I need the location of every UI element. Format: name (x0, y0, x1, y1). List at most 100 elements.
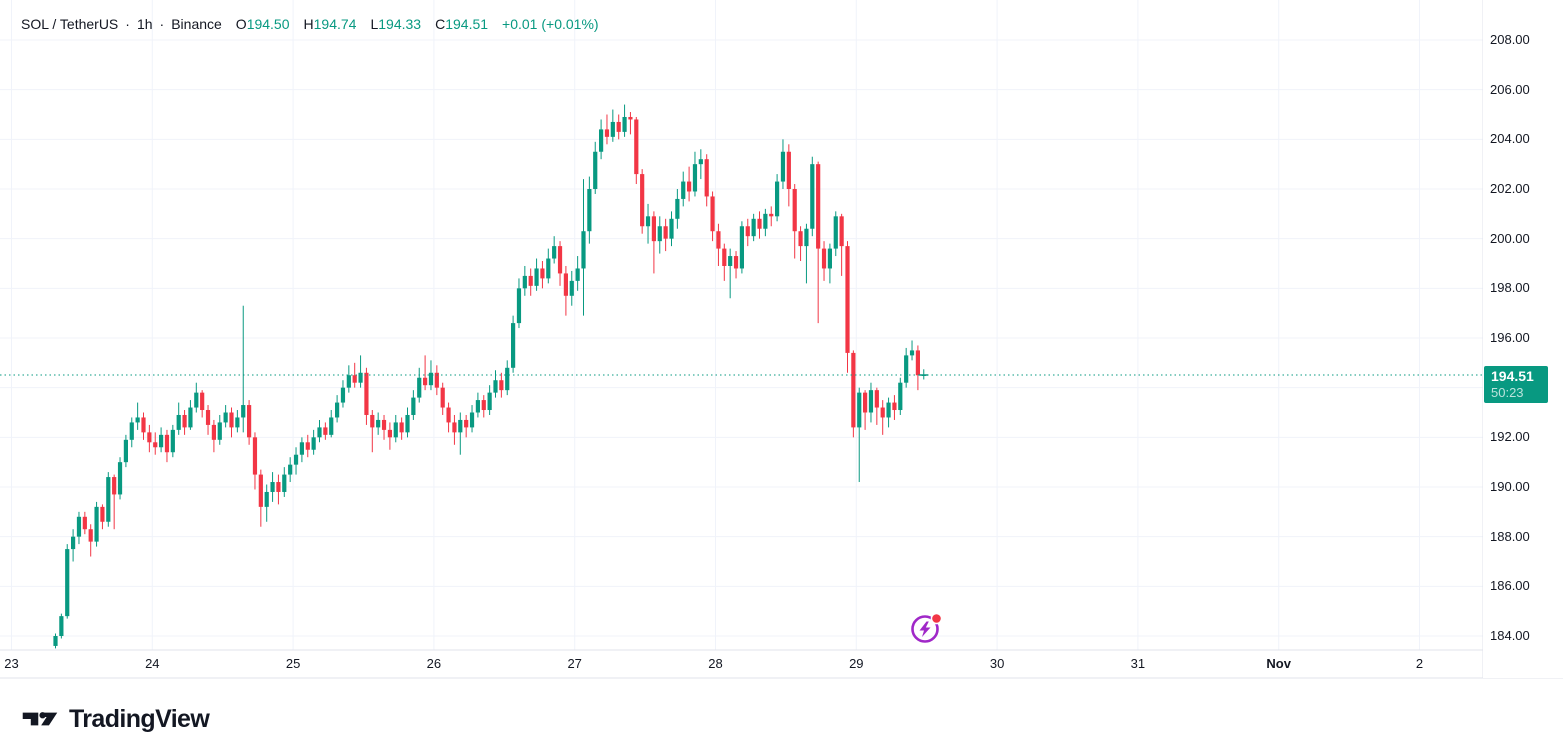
candle (440, 382, 445, 415)
candle (94, 501, 99, 547)
price-tick-label: 208.00 (1490, 32, 1530, 47)
ohlc-low: L194.33 (370, 16, 421, 32)
symbol-name[interactable]: SOL / TetherUS (21, 16, 119, 32)
interval-label[interactable]: 1h (136, 16, 153, 32)
candle (827, 243, 832, 284)
time-tick-label: 27 (567, 656, 582, 671)
time-tick-label: 23 (4, 656, 19, 671)
pane-borders (0, 0, 1563, 679)
high-value: 194.74 (313, 16, 357, 32)
candle (446, 402, 451, 433)
candle (170, 424, 175, 458)
candle (581, 179, 586, 316)
candle (405, 407, 410, 438)
candle (616, 114, 621, 140)
price-tick-label: 206.00 (1490, 81, 1530, 97)
price-tick-label: 184.00 (1490, 627, 1530, 643)
candle (898, 377, 903, 415)
candle (223, 405, 228, 428)
candle (112, 474, 117, 530)
candle (71, 529, 76, 562)
candle (393, 414, 398, 443)
exchange-label[interactable]: Binance (171, 16, 222, 32)
candle (469, 405, 475, 433)
candle (739, 221, 744, 274)
candle (499, 372, 504, 398)
candle (669, 211, 674, 247)
candle (205, 405, 211, 435)
candle (915, 345, 920, 391)
candle (622, 104, 627, 137)
candle (317, 419, 322, 443)
candle (857, 387, 862, 483)
candle (628, 112, 633, 135)
candle (640, 169, 645, 234)
candle (182, 410, 187, 435)
candle (511, 315, 516, 373)
candle (487, 385, 492, 415)
candle (423, 355, 428, 391)
candle (687, 166, 692, 202)
candle (874, 387, 879, 425)
candle (745, 218, 750, 247)
price-tick-label: 198.00 (1490, 280, 1530, 296)
candle (188, 400, 193, 430)
time-axis[interactable]: 23 24 25 26 27 28 29 30 31 Nov 2 (0, 650, 1483, 678)
candle (323, 422, 328, 440)
time-tick-label: Nov (1266, 656, 1291, 671)
candle (540, 261, 545, 289)
close-value: 194.51 (445, 16, 489, 32)
high-letter: H (303, 16, 314, 32)
candle (211, 419, 216, 453)
candle (376, 412, 381, 435)
price-tick-label: 196.00 (1490, 329, 1530, 345)
candle (845, 241, 850, 373)
price-tick-label: 204.00 (1490, 131, 1530, 147)
candle (82, 511, 87, 535)
price-tick-label: 190.00 (1490, 478, 1530, 494)
current-price-badge: 194.51 50:23 (1484, 366, 1548, 403)
price-axis[interactable]: 194.51 50:23 208.00 206.00 204.00 202.00 200… (1483, 0, 1563, 678)
candle (522, 265, 527, 296)
candle (692, 151, 698, 197)
candle (681, 171, 686, 207)
flash-event-icon[interactable] (911, 612, 943, 643)
candle (458, 412, 463, 455)
candle (634, 116, 639, 185)
candle (352, 362, 357, 388)
candle (229, 407, 234, 438)
candle (851, 350, 856, 438)
candle (288, 457, 293, 483)
tradingview-logo[interactable]: TradingView (21, 701, 210, 737)
candle (810, 156, 815, 237)
candle (710, 191, 715, 242)
candle (722, 243, 727, 281)
candle (76, 511, 82, 545)
candle (387, 422, 392, 450)
open-value: 194.50 (246, 16, 290, 32)
change-value: +0.01 (+0.01%) (502, 16, 599, 32)
time-tick-label: 24 (145, 656, 160, 671)
time-tick-label: 29 (849, 656, 864, 671)
candle (123, 434, 128, 468)
candle (798, 226, 803, 262)
candle (904, 347, 909, 388)
candle (475, 392, 480, 418)
time-tick-label: 30 (989, 656, 1005, 671)
candle (329, 410, 334, 438)
price-tick-label: 188.00 (1490, 528, 1530, 544)
candle (129, 417, 134, 448)
candle (780, 139, 786, 189)
tradingview-logo-mark (22, 712, 58, 726)
time-tick-label: 25 (285, 656, 301, 671)
low-letter: L (370, 16, 379, 32)
candle (657, 216, 662, 254)
candle (698, 149, 703, 180)
candle (241, 305, 246, 433)
candle (769, 206, 774, 227)
candle (816, 161, 821, 324)
current-price-value: 194.51 (1491, 368, 1534, 384)
grid-lines (0, 0, 1483, 650)
low-value: 194.33 (378, 16, 422, 32)
